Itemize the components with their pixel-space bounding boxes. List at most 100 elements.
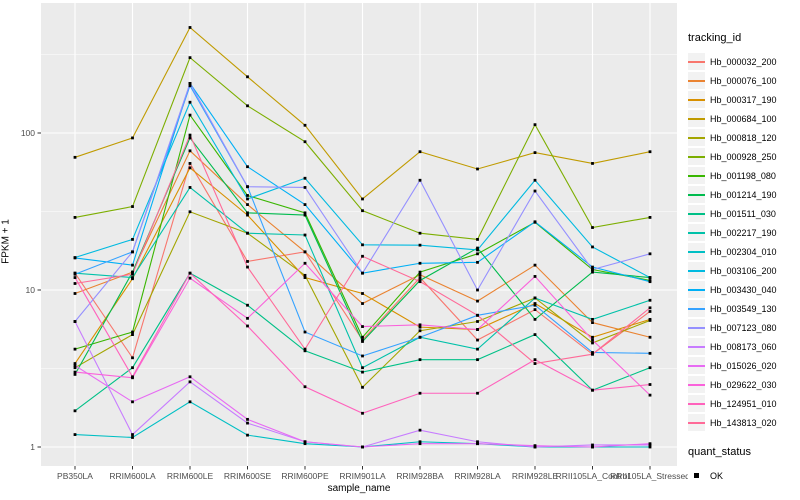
- data-point: [188, 100, 192, 104]
- legend-label: Hb_143813_020: [710, 417, 777, 428]
- legend-entries: Hb_000032_200 Hb_000076_100 Hb_000317_190 H…: [688, 52, 800, 432]
- data-point: [303, 233, 307, 237]
- data-point: [303, 273, 307, 277]
- legend-key-icon: [688, 395, 705, 412]
- legend-entry-Hb_000032_200: Hb_000032_200: [688, 52, 800, 71]
- legend-entry-Hb_000317_190: Hb_000317_190: [688, 90, 800, 109]
- data-point: [246, 316, 249, 320]
- data-point: [591, 351, 594, 354]
- legend-key-icon: [688, 224, 705, 241]
- legend-entry-Hb_143813_020: Hb_143813_020: [688, 413, 800, 432]
- data-point: [418, 428, 422, 432]
- data-point: [361, 366, 364, 370]
- data-point: [648, 351, 652, 355]
- data-point: [533, 308, 537, 312]
- legend-label: Hb_001198_080: [710, 170, 776, 181]
- data-point: [303, 203, 307, 206]
- data-point: [361, 335, 364, 339]
- data-point: [648, 310, 652, 313]
- data-point: [361, 254, 364, 258]
- legend-entry-Hb_001511_030: Hb_001511_030: [688, 204, 800, 223]
- data-point: [246, 197, 249, 201]
- data-point: [648, 442, 652, 446]
- data-point: [533, 123, 537, 127]
- legend-entry-Hb_124951_010: Hb_124951_010: [688, 394, 800, 413]
- data-point: [476, 313, 479, 317]
- data-point: [188, 276, 192, 280]
- data-point: [361, 271, 364, 275]
- data-point: [533, 263, 537, 267]
- data-point: [591, 245, 594, 249]
- legend-label: Hb_000317_190: [710, 94, 777, 105]
- data-point: [533, 317, 537, 321]
- data-point: [476, 246, 479, 250]
- legend-entry-Hb_000818_120: Hb_000818_120: [688, 128, 800, 147]
- data-point: [476, 328, 479, 331]
- data-point: [648, 216, 652, 219]
- data-point: [246, 104, 249, 108]
- y-tick-label: 1: [30, 442, 35, 452]
- data-point: [533, 178, 537, 182]
- data-point: [188, 56, 192, 60]
- data-point: [648, 319, 652, 322]
- legend-key-icon: [688, 110, 705, 127]
- data-point: [591, 162, 594, 165]
- data-point: [591, 341, 594, 345]
- panel-background: [41, 3, 677, 466]
- x-tick-label: RRIM901LA: [339, 471, 386, 481]
- data-point: [131, 333, 134, 336]
- data-point: [591, 265, 594, 269]
- legend-label: Hb_000818_120: [710, 132, 777, 143]
- data-point: [188, 375, 192, 379]
- data-point: [533, 296, 537, 300]
- data-point: [591, 443, 594, 447]
- data-point: [418, 323, 422, 327]
- legend-label: Hb_002304_010: [710, 246, 777, 257]
- x-tick-label: RRIM600SE: [224, 471, 272, 481]
- data-point: [303, 186, 307, 189]
- data-point: [418, 231, 422, 235]
- legend: tracking_id Hb_000032_200 Hb_000076_100 Hb…: [688, 26, 800, 485]
- data-point: [476, 238, 479, 241]
- data-point: [476, 440, 479, 444]
- data-point: [303, 442, 307, 446]
- legend-key-icon: [688, 72, 705, 89]
- data-point: [648, 393, 652, 397]
- x-tick-label: RRIM928LE: [512, 471, 559, 481]
- legend-entry-Hb_029622_030: Hb_029622_030: [688, 375, 800, 394]
- data-point: [418, 273, 422, 277]
- legend-entry-quant-ok: OK: [688, 466, 800, 485]
- data-point: [246, 303, 249, 307]
- data-point: [303, 213, 307, 217]
- data-point: [591, 226, 594, 229]
- legend-entry-Hb_015026_020: Hb_015026_020: [688, 356, 800, 375]
- legend-label: Hb_000076_100: [710, 75, 777, 86]
- data-point: [476, 288, 479, 292]
- x-tick-label: RRIM928BA: [396, 471, 444, 481]
- legend-key-icon: [688, 167, 705, 184]
- data-point: [188, 113, 192, 117]
- data-point: [418, 335, 422, 339]
- x-tick-label: RRIM600PE: [281, 471, 329, 481]
- legend-label: Hb_001511_030: [710, 208, 776, 219]
- data-point: [361, 385, 364, 389]
- legend-label: Hb_000032_200: [710, 56, 777, 67]
- data-point: [476, 299, 479, 303]
- x-tick-label: PB350LA: [57, 471, 93, 481]
- quant-ok-key-icon: [688, 467, 705, 484]
- x-tick-label: RRIM600LE: [167, 471, 214, 481]
- x-tick-label: RRII105LA_Stressed: [610, 471, 690, 481]
- data-point: [73, 276, 77, 279]
- data-point: [361, 325, 364, 328]
- data-point: [131, 205, 134, 208]
- legend-label: Hb_000684_100: [710, 113, 777, 124]
- data-point: [533, 303, 537, 307]
- legend-entry-Hb_001214_190: Hb_001214_190: [688, 185, 800, 204]
- data-point: [476, 320, 479, 323]
- data-point: [361, 370, 364, 374]
- legend-key-icon: [688, 148, 705, 165]
- data-point: [246, 211, 249, 215]
- data-point: [73, 433, 77, 436]
- data-point: [591, 352, 594, 356]
